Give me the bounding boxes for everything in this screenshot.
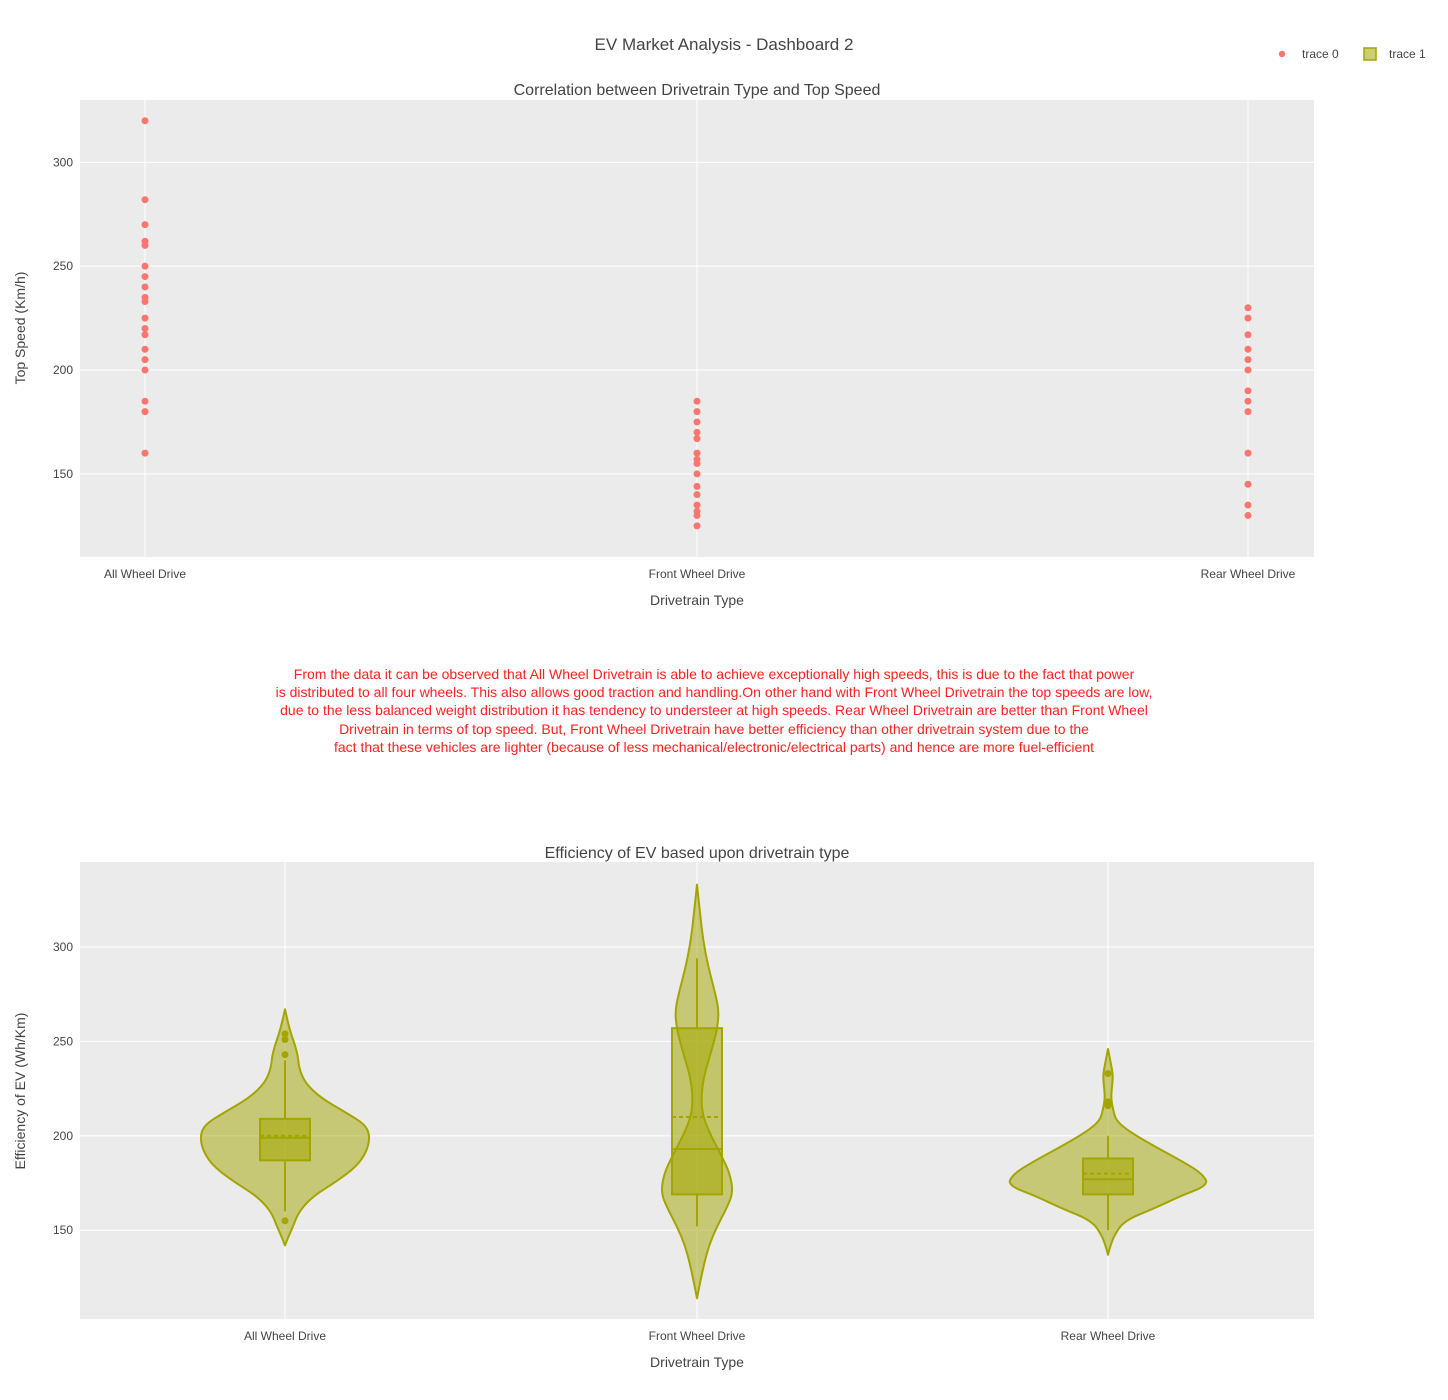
dashboard-title: EV Market Analysis - Dashboard 2: [595, 35, 854, 54]
violin-marks: [199, 883, 1208, 1300]
violin-outlier-point: [281, 1030, 289, 1038]
x-tick-label: All Wheel Drive: [104, 567, 186, 581]
violin-outlier-point: [281, 1051, 289, 1059]
top-speed-scatter-chart: 150 200 250 300 All Wheel Drive Front Wheel D…: [12, 82, 1314, 608]
scatter-point: [1244, 480, 1252, 488]
scatter-point: [693, 435, 701, 443]
legend-label: trace 0: [1302, 47, 1339, 61]
violin-chart-title: Efficiency of EV based upon drivetrain t…: [545, 845, 850, 862]
scatter-point: [1244, 314, 1252, 322]
scatter-point: [141, 262, 149, 270]
scatter-point: [141, 273, 149, 281]
violin-x-axis-title: Drivetrain Type: [650, 1354, 744, 1370]
scatter-point: [693, 511, 701, 519]
scatter-point: [693, 460, 701, 468]
scatter-point: [693, 482, 701, 490]
scatter-point: [1244, 501, 1252, 509]
scatter-y-axis-title: Top Speed (Km/h): [12, 272, 28, 385]
scatter-point: [693, 491, 701, 499]
y-tick-label: 200: [53, 363, 73, 377]
scatter-point: [1244, 397, 1252, 405]
x-tick-label: Front Wheel Drive: [649, 1329, 746, 1343]
scatter-point: [141, 408, 149, 416]
scatter-point: [1244, 366, 1252, 374]
legend-marker-dot: [1278, 50, 1286, 58]
scatter-point: [1244, 408, 1252, 416]
x-tick-label: Front Wheel Drive: [649, 567, 746, 581]
scatter-point: [693, 408, 701, 416]
y-tick-label: 300: [53, 940, 73, 954]
scatter-point: [1244, 345, 1252, 353]
scatter-chart-title: Correlation between Drivetrain Type and …: [514, 82, 881, 99]
violin-box: [259, 1117, 311, 1162]
observation-line: due to the less balanced weight distribu…: [280, 702, 1148, 719]
legend-label: trace 1: [1389, 47, 1426, 61]
y-tick-label: 150: [53, 467, 73, 481]
x-tick-label: Rear Wheel Drive: [1061, 1329, 1156, 1343]
scatter-point: [141, 297, 149, 305]
legend: trace 0 trace 1: [1278, 47, 1426, 61]
violin-outlier-point: [1104, 1102, 1112, 1110]
observation-line: From the data it can be observed that Al…: [293, 666, 1135, 682]
scatter-point: [1244, 387, 1252, 395]
violin-outlier-point: [281, 1036, 289, 1044]
observation-text: From the data it can be observed that Al…: [190, 665, 1238, 756]
scatter-point: [141, 221, 149, 229]
violin-y-axis-title: Efficiency of EV (Wh/Km): [12, 1013, 28, 1170]
scatter-point: [1244, 304, 1252, 312]
scatter-point: [141, 325, 149, 332]
y-tick-label: 250: [53, 259, 73, 273]
scatter-point: [693, 470, 701, 478]
legend-marker-box: [1363, 47, 1377, 61]
observation-line: is distributed to all four wheels. This …: [275, 684, 1153, 701]
scatter-point: [141, 117, 149, 125]
efficiency-violin-chart: 150 200 250 300 All Wheel Drive Front Wheel D…: [12, 845, 1314, 1370]
x-tick-label: All Wheel Drive: [244, 1329, 326, 1343]
scatter-point: [693, 501, 701, 509]
scatter-point: [141, 356, 149, 364]
violin-outlier-point: [1104, 1070, 1112, 1078]
scatter-x-axis-title: Drivetrain Type: [650, 592, 744, 608]
scatter-point: [141, 283, 149, 291]
violin-box: [671, 1027, 723, 1196]
y-tick-label: 150: [53, 1223, 73, 1237]
scatter-point: [141, 397, 149, 405]
scatter-point: [141, 241, 149, 249]
scatter-marks: [141, 117, 1252, 530]
observation-line: Drivetrain in terms of top speed. But, F…: [339, 720, 1089, 737]
scatter-point: [1244, 449, 1252, 457]
y-tick-label: 250: [53, 1034, 73, 1048]
scatter-point: [141, 331, 149, 339]
scatter-grid: 150 200 250 300 All Wheel Drive Front Wheel D…: [53, 100, 1314, 581]
scatter-point: [141, 345, 149, 353]
scatter-point: [693, 397, 701, 405]
scatter-point: [693, 449, 701, 457]
scatter-point: [141, 366, 149, 374]
scatter-point: [141, 196, 149, 204]
scatter-point: [1244, 511, 1252, 519]
scatter-point: [1244, 331, 1252, 339]
scatter-point: [693, 428, 701, 436]
y-tick-label: 200: [53, 1129, 73, 1143]
scatter-point: [141, 314, 149, 322]
scatter-point: [693, 522, 701, 530]
y-tick-label: 300: [53, 155, 73, 169]
scatter-point: [1244, 356, 1252, 364]
scatter-point: [141, 449, 149, 457]
violin-outlier-point: [281, 1217, 289, 1225]
scatter-point: [693, 418, 701, 426]
observation-line: fact that these vehicles are lighter (be…: [333, 738, 1095, 755]
violin-box: [1082, 1157, 1134, 1196]
x-tick-label: Rear Wheel Drive: [1201, 567, 1296, 581]
